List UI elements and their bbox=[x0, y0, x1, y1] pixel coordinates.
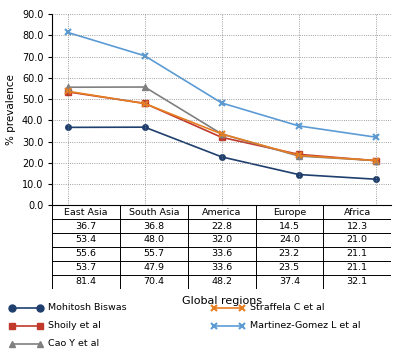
Text: 21.0: 21.0 bbox=[347, 235, 368, 245]
Text: Mohitosh Biswas: Mohitosh Biswas bbox=[48, 303, 127, 312]
Text: Shoily et al: Shoily et al bbox=[48, 321, 101, 330]
Text: 53.4: 53.4 bbox=[76, 235, 97, 245]
Text: Global regions: Global regions bbox=[182, 296, 262, 306]
Text: 48.2: 48.2 bbox=[211, 277, 232, 286]
Text: 33.6: 33.6 bbox=[211, 249, 232, 258]
Text: 36.7: 36.7 bbox=[76, 222, 97, 230]
Text: 37.4: 37.4 bbox=[279, 277, 300, 286]
Text: Martinez-Gomez L et al: Martinez-Gomez L et al bbox=[250, 321, 360, 330]
Text: Africa: Africa bbox=[343, 208, 371, 217]
Text: 21.1: 21.1 bbox=[347, 249, 368, 258]
Text: 70.4: 70.4 bbox=[143, 277, 164, 286]
Text: 36.8: 36.8 bbox=[143, 222, 164, 230]
Text: South Asia: South Asia bbox=[129, 208, 179, 217]
Text: 14.5: 14.5 bbox=[279, 222, 300, 230]
Text: Straffela C et al: Straffela C et al bbox=[250, 303, 324, 312]
Text: 81.4: 81.4 bbox=[76, 277, 97, 286]
Text: 48.0: 48.0 bbox=[143, 235, 164, 245]
Text: 55.7: 55.7 bbox=[143, 249, 164, 258]
Text: Cao Y et al: Cao Y et al bbox=[48, 339, 100, 348]
Text: 23.5: 23.5 bbox=[279, 263, 300, 272]
Text: 22.8: 22.8 bbox=[211, 222, 232, 230]
Text: 53.7: 53.7 bbox=[76, 263, 97, 272]
Text: 24.0: 24.0 bbox=[279, 235, 300, 245]
Text: 12.3: 12.3 bbox=[347, 222, 368, 230]
Text: 32.0: 32.0 bbox=[211, 235, 232, 245]
Text: East Asia: East Asia bbox=[64, 208, 108, 217]
Text: 21.1: 21.1 bbox=[347, 263, 368, 272]
Text: Europe: Europe bbox=[273, 208, 306, 217]
Text: 47.9: 47.9 bbox=[143, 263, 164, 272]
Text: 33.6: 33.6 bbox=[211, 263, 232, 272]
Text: 23.2: 23.2 bbox=[279, 249, 300, 258]
Text: 55.6: 55.6 bbox=[76, 249, 97, 258]
Y-axis label: % prevalence: % prevalence bbox=[6, 74, 16, 145]
Text: 32.1: 32.1 bbox=[347, 277, 368, 286]
Text: America: America bbox=[202, 208, 241, 217]
